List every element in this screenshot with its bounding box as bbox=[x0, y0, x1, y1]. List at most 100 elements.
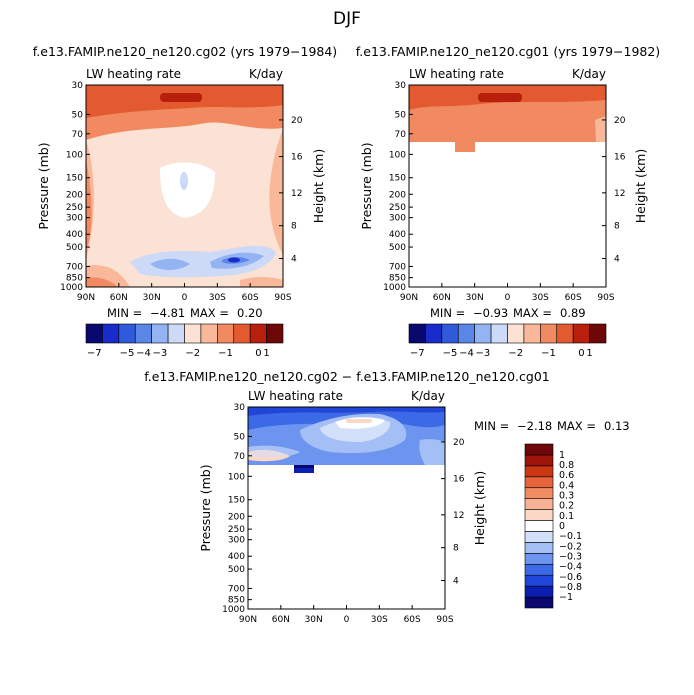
pressure-tick-label: 850 bbox=[389, 274, 406, 284]
contour-field bbox=[86, 85, 283, 287]
y-axis-label: Pressure (mb) bbox=[359, 142, 374, 229]
max-value: 0.20 bbox=[237, 306, 263, 320]
pressure-tick-label: 300 bbox=[66, 214, 83, 224]
colorbar-swatch bbox=[425, 323, 443, 344]
colorbar-swatch bbox=[118, 323, 136, 344]
colorbar-tick-label: −0.1 bbox=[559, 531, 582, 542]
colorbar-tick-label: −2 bbox=[185, 348, 200, 359]
colorbar-swatch bbox=[524, 520, 554, 532]
contour-field bbox=[248, 407, 445, 609]
colorbar-vertical: 10.80.60.40.30.20.10−0.1−0.2−0.3−0.4−0.6… bbox=[524, 443, 582, 609]
pressure-tick-label: 100 bbox=[389, 150, 406, 160]
height-tick-label: 12 bbox=[291, 189, 302, 199]
colorbar-swatch bbox=[524, 574, 554, 587]
field-label: LW heating rate bbox=[248, 389, 343, 403]
pressure-tick-label: 70 bbox=[395, 130, 407, 140]
colorbar-swatch bbox=[217, 323, 235, 344]
latitude-tick-label: 90N bbox=[77, 293, 95, 303]
latitude-tick-label: 90N bbox=[400, 293, 418, 303]
colorbar-tick-label: −0.8 bbox=[559, 582, 582, 593]
height-tick-label: 12 bbox=[453, 511, 464, 521]
colorbar-swatch bbox=[540, 323, 558, 344]
max-value: 0.13 bbox=[604, 419, 630, 433]
height-tick-label: 20 bbox=[291, 116, 303, 126]
pressure-tick-label: 50 bbox=[395, 110, 407, 120]
colorbar-tick-label: −0.6 bbox=[559, 572, 582, 583]
colorbar-swatch bbox=[524, 585, 554, 598]
colorbar-swatch bbox=[589, 323, 607, 344]
latitude-tick-label: 30S bbox=[371, 615, 388, 625]
colorbar-tick-label: −1 bbox=[218, 348, 233, 359]
colorbar-tick-label: −5 bbox=[120, 348, 135, 359]
colorbar-swatch bbox=[184, 323, 202, 344]
colorbar-tick-label: −3 bbox=[476, 348, 491, 359]
height-tick-label: 12 bbox=[614, 189, 625, 199]
latitude-tick-label: 90S bbox=[597, 293, 614, 303]
panel-title: f.e13.FAMIP.ne120_ne120.cg02 − f.e13.FAM… bbox=[144, 369, 550, 384]
panel-title: f.e13.FAMIP.ne120_ne120.cg01 (yrs 1979−1… bbox=[356, 44, 660, 59]
colorbar-swatch bbox=[233, 323, 251, 344]
height-tick-label: 8 bbox=[614, 222, 620, 232]
colorbar-swatch bbox=[507, 323, 525, 344]
y-axis-label: Pressure (mb) bbox=[36, 142, 51, 229]
latitude-tick-label: 60S bbox=[565, 293, 582, 303]
colorbar-tick-label: −1 bbox=[559, 592, 573, 603]
pressure-tick-label: 300 bbox=[228, 536, 245, 546]
colorbar-tick-label: 1 bbox=[559, 450, 565, 461]
height-tick-label: 20 bbox=[453, 438, 465, 448]
colorbar-swatch bbox=[556, 323, 574, 344]
colorbar-swatch bbox=[490, 323, 508, 344]
units-label: K/day bbox=[572, 67, 606, 81]
colorbar-swatch bbox=[266, 323, 284, 344]
panel-top-right: f.e13.FAMIP.ne120_ne120.cg01 (yrs 1979−1… bbox=[356, 44, 660, 359]
panel-title: f.e13.FAMIP.ne120_ne120.cg02 (yrs 1979−1… bbox=[33, 44, 337, 59]
colorbar-swatch bbox=[524, 596, 554, 609]
pressure-tick-label: 400 bbox=[66, 230, 83, 240]
colorbar-tick-label: −4 bbox=[136, 348, 151, 359]
colorbar: −7 −5 −4 −3 −2 −1 0 1 bbox=[85, 323, 284, 359]
latitude-tick-label: 0 bbox=[344, 615, 350, 625]
pressure-tick-label: 500 bbox=[228, 565, 245, 575]
y-axis-right-label: Height (km) bbox=[472, 471, 487, 545]
colorbar-swatch bbox=[474, 323, 492, 344]
colorbar-tick-label: 0.4 bbox=[559, 480, 574, 491]
pressure-tick-label: 50 bbox=[72, 110, 84, 120]
height-axis: 20 16 12 8 4 bbox=[279, 116, 303, 265]
latitude-tick-label: 90N bbox=[239, 615, 257, 625]
colorbar-tick-label: −7 bbox=[87, 348, 102, 359]
pressure-tick-label: 70 bbox=[72, 130, 84, 140]
colorbar-swatch bbox=[441, 323, 459, 344]
colorbar-tick-label: 0 bbox=[578, 348, 584, 359]
colorbar-swatch bbox=[524, 542, 554, 554]
colorbar-tick-label: −3 bbox=[153, 348, 168, 359]
field-label: LW heating rate bbox=[409, 67, 504, 81]
height-axis: 20 16 12 8 4 bbox=[602, 116, 626, 265]
pressure-tick-label: 150 bbox=[228, 496, 245, 506]
latitude-tick-label: 90S bbox=[274, 293, 291, 303]
latitude-tick-label: 90S bbox=[436, 615, 453, 625]
pressure-tick-label: 400 bbox=[228, 552, 245, 562]
pressure-tick-label: 200 bbox=[66, 190, 83, 200]
latitude-tick-label: 60S bbox=[242, 293, 259, 303]
latitude-tick-label: 60N bbox=[433, 293, 451, 303]
colorbar-tick-label: 0 bbox=[559, 521, 565, 532]
colorbar-tick-label: 0.3 bbox=[559, 491, 574, 502]
colorbar-tick-label: 1 bbox=[586, 348, 592, 359]
colorbar-tick-label: −0.3 bbox=[559, 551, 582, 562]
colorbar-tick-label: −1 bbox=[541, 348, 556, 359]
colorbar-tick-label: 0.8 bbox=[559, 460, 574, 471]
colorbar-swatch bbox=[524, 498, 554, 510]
colorbar-swatch bbox=[524, 454, 554, 467]
latitude-tick-label: 60N bbox=[110, 293, 128, 303]
panel-top-left: f.e13.FAMIP.ne120_ne120.cg02 (yrs 1979−1… bbox=[33, 44, 337, 359]
min-value: −4.81 bbox=[150, 306, 185, 320]
colorbar-swatch bbox=[151, 323, 169, 344]
colorbar-tick-label: 0.6 bbox=[559, 470, 574, 481]
pressure-tick-label: 850 bbox=[228, 596, 245, 606]
pressure-tick-label: 250 bbox=[66, 203, 83, 213]
latitude-tick-label: 30N bbox=[143, 293, 161, 303]
latitude-tick-label: 30N bbox=[466, 293, 484, 303]
latitude-tick-label: 30S bbox=[209, 293, 226, 303]
min-label: MIN = bbox=[474, 419, 509, 433]
